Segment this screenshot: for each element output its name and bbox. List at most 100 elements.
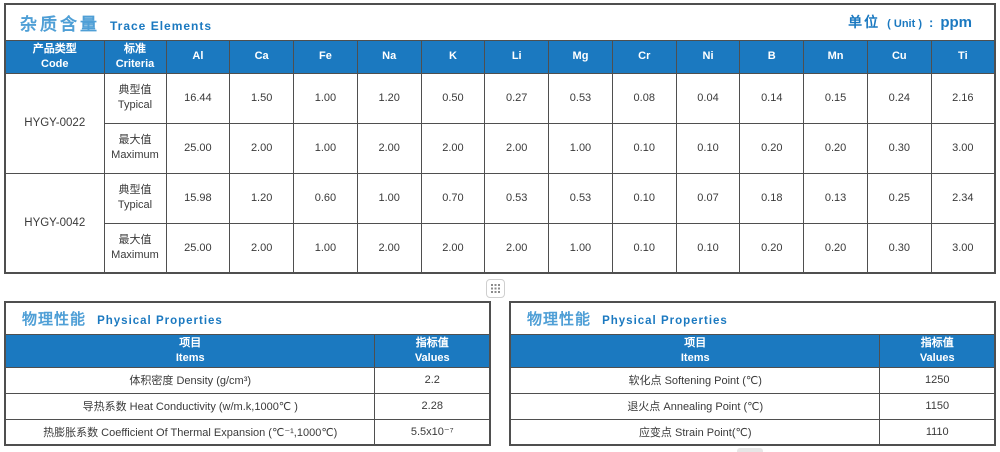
- column-header-mg: Mg: [548, 39, 613, 74]
- trace-value-cell: 1.00: [293, 72, 358, 124]
- trace-value-cell: 2.00: [420, 222, 486, 274]
- trace-value-cell: 0.60: [293, 172, 358, 224]
- trace-value-cell: 0.70: [420, 172, 486, 224]
- trace-value-cell: 0.50: [420, 72, 486, 124]
- trace-header-row: 产品类型 Code 标准 Criteria Al Ca Fe Na K Li Mg Cr Ni B…: [4, 39, 996, 74]
- column-header-criteria: 标准 Criteria: [103, 39, 167, 74]
- trace-value-cell: 1.00: [548, 122, 613, 174]
- criteria-label: 最大值 Maximum: [103, 122, 167, 174]
- trace-value-cell: 16.44: [165, 72, 231, 124]
- trace-elements-section: 杂质含量 Trace Elements 单位 ( Unit ) : ppm: [4, 3, 996, 274]
- column-header-ti: Ti: [930, 39, 996, 74]
- trace-value-cell: 0.10: [675, 222, 741, 274]
- column-header-b: B: [739, 39, 805, 74]
- trace-value-cell: 2.00: [420, 122, 486, 174]
- trace-value-cell: 0.15: [803, 72, 868, 124]
- trace-value-cell: 0.04: [675, 72, 741, 124]
- trace-value-cell: 0.30: [866, 222, 932, 274]
- property-item: 软化点 Softening Point (℃): [509, 366, 881, 394]
- column-header-items: 项目 Items: [509, 333, 881, 368]
- trace-value-cell: 2.00: [484, 122, 550, 174]
- phys-left-title-cell: 物理性能 Physical Properties: [4, 301, 491, 335]
- trace-value-cell: 15.98: [165, 172, 231, 224]
- criteria-label: 最大值 Maximum: [103, 222, 167, 274]
- column-header-ni: Ni: [675, 39, 741, 74]
- grid-dots-icon: [491, 284, 500, 293]
- property-row: 热膨胀系数 Coefficient Of Thermal Expansion (…: [4, 418, 491, 446]
- trace-value-cell: 3.00: [930, 122, 996, 174]
- product-code: HYGY-0042: [4, 172, 105, 274]
- trace-value-cell: 1.00: [548, 222, 613, 274]
- column-header-mn: Mn: [803, 39, 868, 74]
- column-header-cu: Cu: [866, 39, 932, 74]
- property-row: 应变点 Strain Point(℃) 1110: [509, 418, 996, 446]
- trace-value-cell: 0.10: [611, 222, 677, 274]
- property-item: 导热系数 Heat Conductivity (w/m.k,1000℃ ): [4, 392, 376, 420]
- property-item: 退火点 Annealing Point (℃): [509, 392, 881, 420]
- trace-value-cell: 2.00: [229, 122, 295, 174]
- trace-value-cell: 2.00: [229, 222, 295, 274]
- trace-value-cell: 0.53: [548, 72, 613, 124]
- phys-right-title-cn: 物理性能: [527, 310, 592, 328]
- phys-left-title-cn: 物理性能: [22, 310, 87, 328]
- table-drag-handle-partial-icon[interactable]: [737, 448, 763, 452]
- trace-value-cell: 0.13: [803, 172, 868, 224]
- criteria-label: 典型值 Typical: [103, 172, 167, 224]
- trace-value-cell: 1.20: [229, 172, 295, 224]
- trace-value-cell: 2.34: [930, 172, 996, 224]
- trace-value-cell: 1.00: [293, 122, 358, 174]
- phys-left-title-row: 物理性能 Physical Properties: [4, 301, 491, 335]
- trace-elements-table: 杂质含量 Trace Elements 单位 ( Unit ) : ppm: [4, 3, 996, 274]
- property-value: 2.2: [374, 366, 491, 394]
- property-row: 退火点 Annealing Point (℃) 1150: [509, 392, 996, 420]
- trace-value-cell: 0.20: [739, 122, 805, 174]
- trace-value-cell: 0.30: [866, 122, 932, 174]
- trace-data-row: HYGY-0042 典型值 Typical 15.98 1.20 0.60 1.00 0.70…: [4, 172, 996, 274]
- trace-value-cell: 2.00: [484, 222, 550, 274]
- trace-value-cell: 0.18: [739, 172, 805, 224]
- phys-left-title-en: Physical Properties: [97, 314, 223, 327]
- criteria-label: 典型值 Typical: [103, 72, 167, 124]
- unit-label-cn: 单位: [848, 14, 881, 31]
- property-row: 软化点 Softening Point (℃) 1250: [509, 366, 996, 394]
- physical-properties-right-section: 物理性能 Physical Properties 项目 Items 指标值 Va…: [509, 301, 996, 446]
- column-header-ca: Ca: [229, 39, 295, 74]
- property-value: 1150: [879, 392, 996, 420]
- trace-value-cell: 0.10: [675, 122, 741, 174]
- trace-value-cell: 0.14: [739, 72, 805, 124]
- trace-value-cell: 25.00: [165, 222, 231, 274]
- trace-value-cell: 0.07: [675, 172, 741, 224]
- phys-right-title-row: 物理性能 Physical Properties: [509, 301, 996, 335]
- table-drag-handle-icon[interactable]: [486, 279, 505, 298]
- trace-value-cell: 0.24: [866, 72, 932, 124]
- unit-value: ppm: [940, 14, 972, 32]
- trace-value-cell: 0.08: [611, 72, 677, 124]
- physical-properties-left-table: 物理性能 Physical Properties 项目 Items 指标值 Va…: [4, 301, 491, 446]
- phys-right-header-row: 项目 Items 指标值 Values: [509, 333, 996, 368]
- trace-data-row: 最大值 Maximum 25.00 2.00 1.00 2.00 2.00 2.00 1.00 0…: [5, 122, 996, 174]
- trace-value-cell: 1.50: [229, 72, 295, 124]
- trace-value-cell: 0.53: [484, 172, 550, 224]
- column-header-values: 指标值 Values: [374, 333, 491, 368]
- column-header-items: 项目 Items: [4, 333, 376, 368]
- property-item: 应变点 Strain Point(℃): [509, 418, 881, 446]
- property-row: 体积密度 Density (g/cm³) 2.2: [4, 366, 491, 394]
- trace-value-cell: 2.00: [356, 122, 422, 174]
- product-code: HYGY-0022: [4, 72, 105, 174]
- column-header-li: Li: [484, 39, 550, 74]
- trace-value-cell: 2.16: [930, 72, 996, 124]
- column-header-k: K: [420, 39, 486, 74]
- trace-value-cell: 0.20: [739, 222, 805, 274]
- trace-value-cell: 1.00: [356, 172, 422, 224]
- trace-value-cell: 0.10: [611, 172, 677, 224]
- trace-value-cell: 0.25: [866, 172, 932, 224]
- property-value: 1110: [879, 418, 996, 446]
- property-item: 体积密度 Density (g/cm³): [4, 366, 376, 394]
- column-header-al: Al: [165, 39, 231, 74]
- column-header-na: Na: [356, 39, 422, 74]
- trace-value-cell: 2.00: [356, 222, 422, 274]
- column-header-values: 指标值 Values: [879, 333, 996, 368]
- trace-title-cell: 杂质含量 Trace Elements 单位 ( Unit ) : ppm: [4, 3, 996, 41]
- trace-title-cn: 杂质含量: [20, 14, 100, 34]
